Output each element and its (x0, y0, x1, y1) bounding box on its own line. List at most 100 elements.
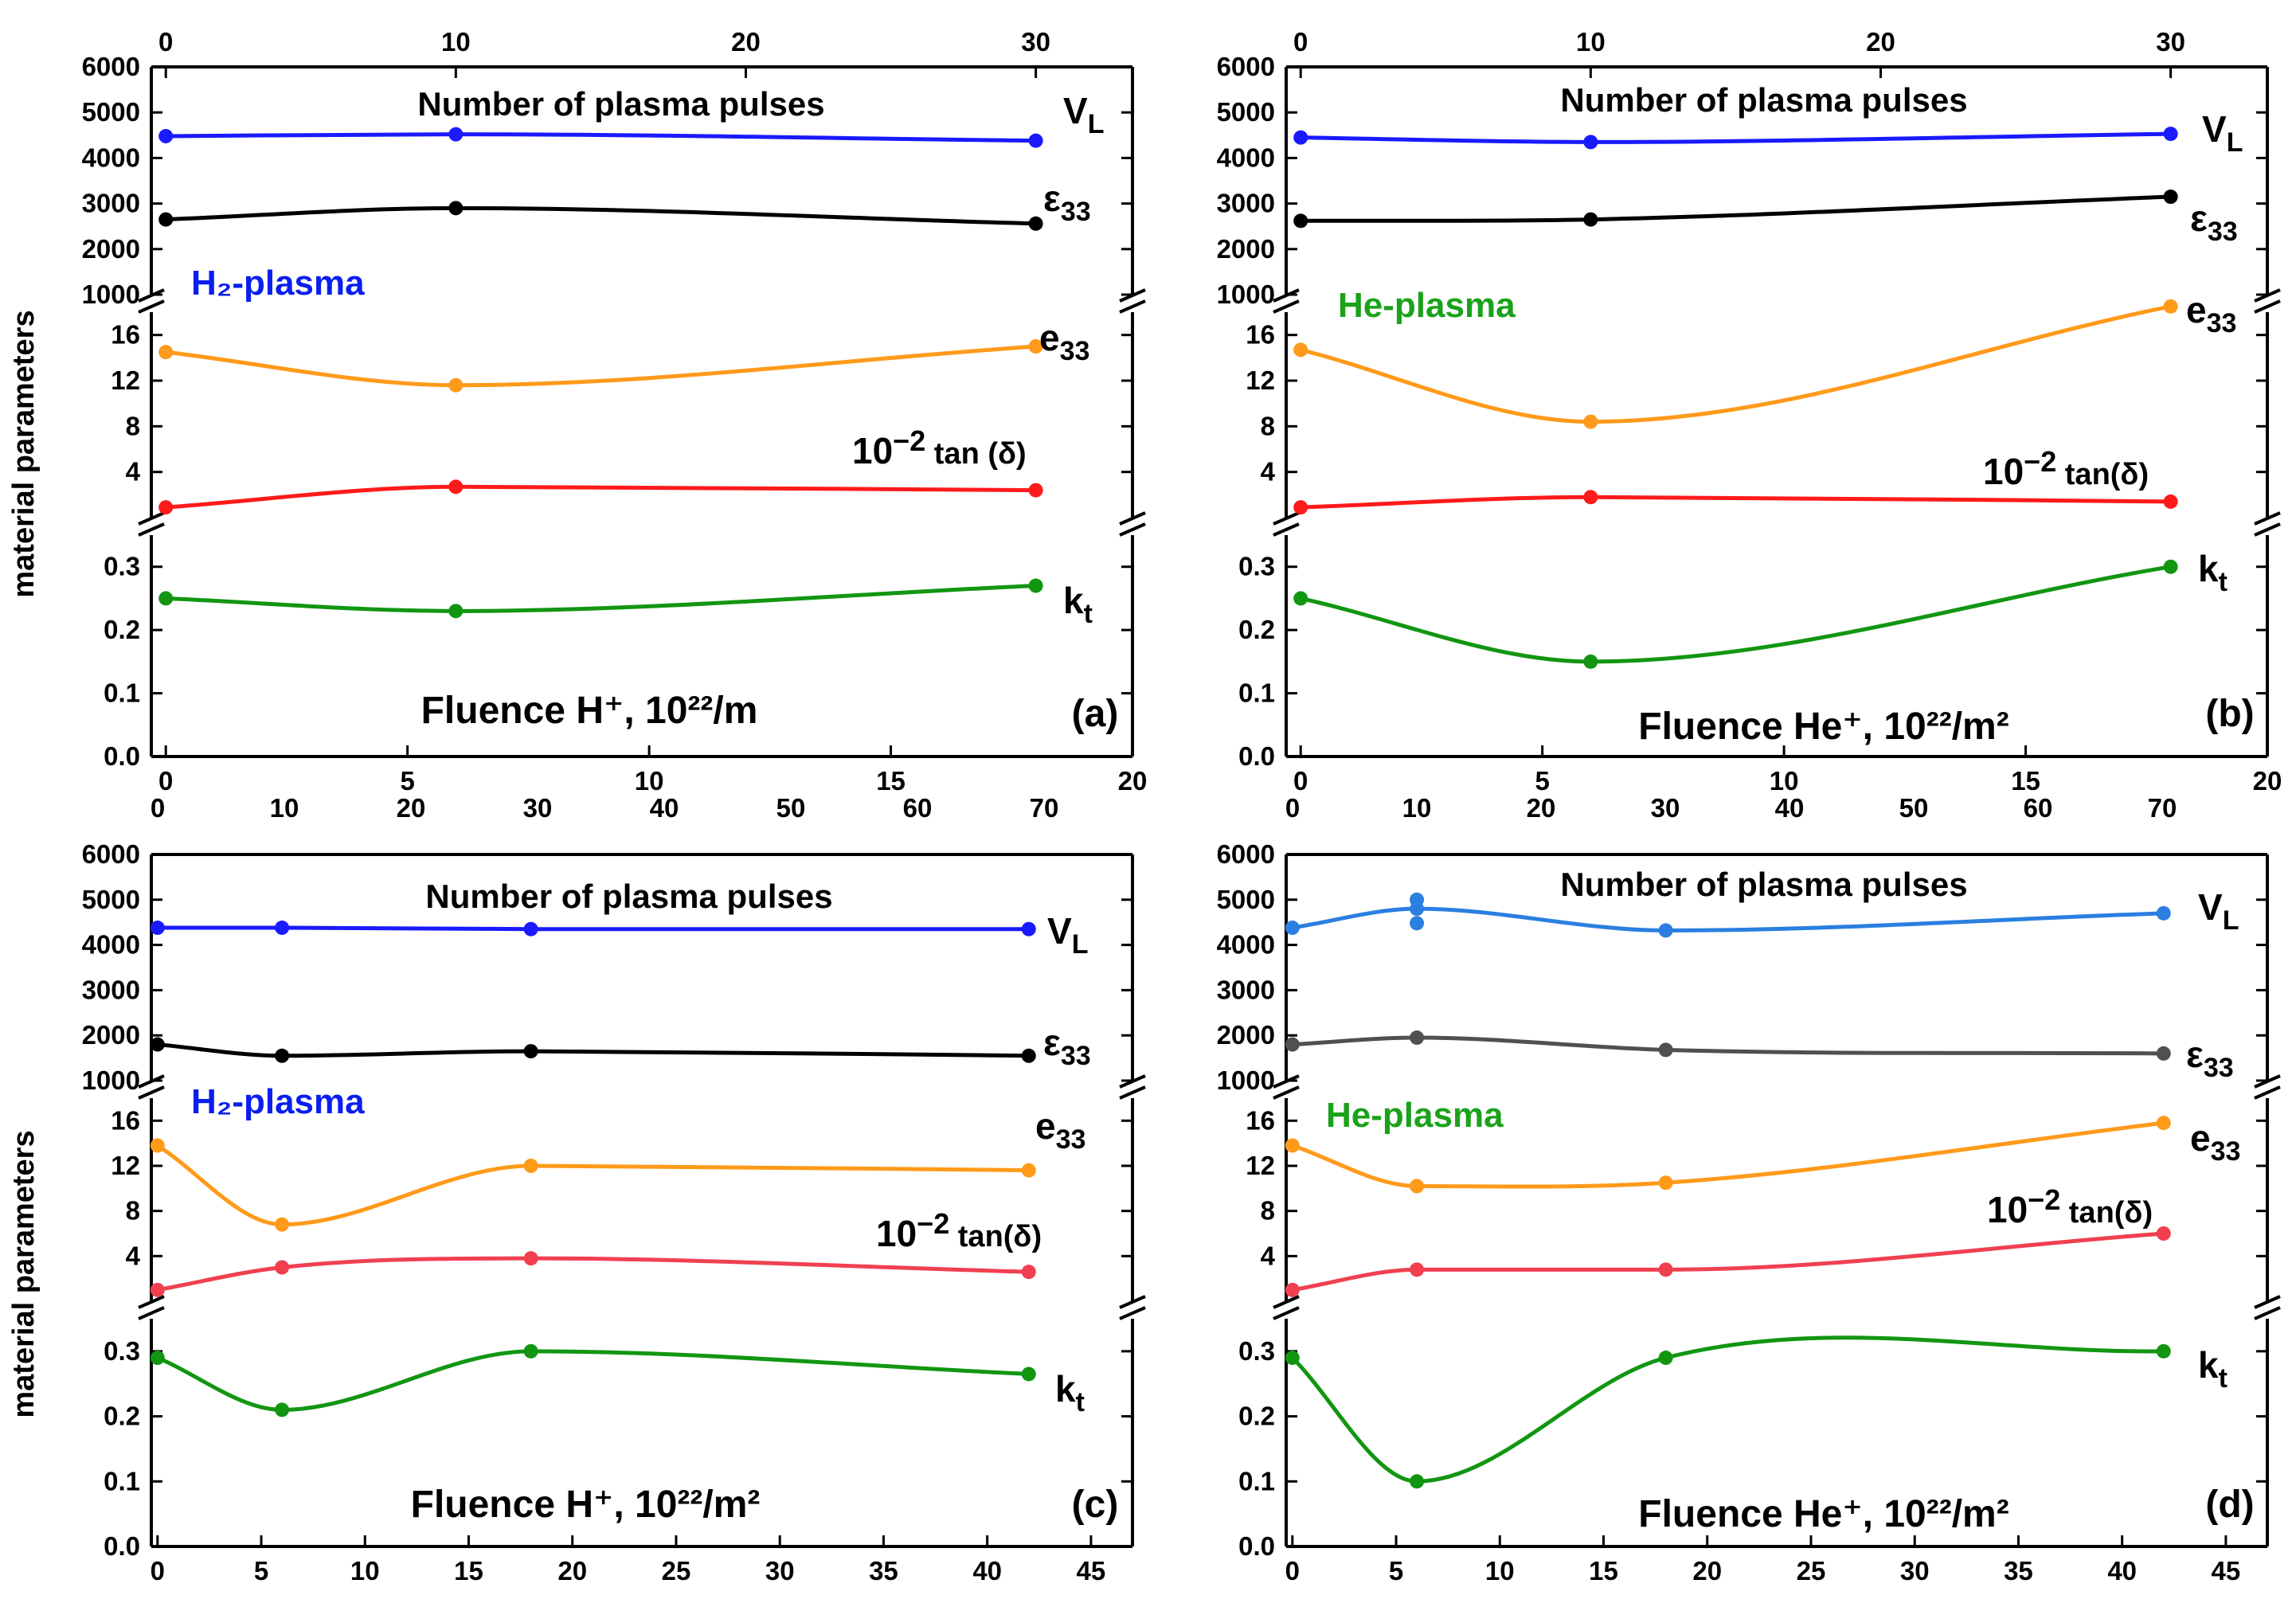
series-label-main: ε (2186, 1034, 2204, 1075)
series-label-main: 10 (852, 430, 893, 471)
x-tick-label: 5 (1535, 766, 1549, 796)
x-tick-label: 0 (151, 1556, 165, 1585)
series-label: ε33 (1043, 1022, 1091, 1071)
y-tick-label: 0.0 (104, 741, 140, 771)
y-tick-label: 16 (111, 320, 140, 350)
data-point (448, 479, 464, 495)
data-point (523, 1251, 538, 1266)
data-point (2163, 494, 2178, 509)
panel-letter: (b) (2205, 693, 2254, 735)
series-label-sup: −2 (2028, 1183, 2060, 1216)
top-axis-title: Number of plasma pulses (1560, 81, 1967, 119)
axis-break-mark (1273, 1306, 1300, 1320)
plasma-label: H₂-plasma (191, 1082, 365, 1121)
data-point (1658, 1351, 1673, 1366)
series-line-10⁻² tan(δ) (166, 484, 1036, 510)
data-point (1021, 1163, 1036, 1178)
data-point (2156, 1343, 2171, 1359)
series-label-main: k (1055, 1368, 1076, 1410)
data-point (275, 1402, 290, 1417)
pulse-tick-label: 70 (1030, 793, 1059, 823)
series-label: VL (2202, 108, 2243, 158)
axis-break-mark (2254, 1306, 2281, 1320)
data-point (1293, 591, 1308, 606)
series-label: ε33 (2186, 1034, 2234, 1083)
series-label-sub: t (2219, 1363, 2228, 1394)
bottom-axis-title: Fluence He⁺, 10²²/m² (1638, 706, 2009, 748)
axis-break-mark (1273, 522, 1300, 537)
series-label-sub: t (2219, 567, 2228, 597)
series-label-tail: tan (δ) (925, 437, 1026, 471)
y-tick-label: 4 (126, 1241, 141, 1270)
y-tick-label: 4 (1261, 1241, 1276, 1270)
y-axis-label-bottom: material parameters (7, 1130, 41, 1417)
data-point (158, 345, 174, 360)
data-point (1293, 130, 1308, 145)
series-label-main: ε (2190, 197, 2208, 239)
data-point (1293, 342, 1308, 358)
bottom-axis-title: Fluence H⁺, 10²²/m² (411, 1484, 761, 1526)
series-label-tail: tan(δ) (2060, 1196, 2153, 1230)
y-tick-label: 0.2 (104, 615, 140, 644)
y-tick-label: 16 (1246, 1105, 1275, 1135)
y-tick-label: 4 (1261, 457, 1276, 487)
series-label-main: V (2198, 886, 2223, 928)
panel-letter: (c) (1072, 1484, 1119, 1526)
y-tick-label: 0.3 (104, 552, 140, 581)
y-axis-label-top: material parameters (7, 310, 41, 597)
x-tick-label: 15 (2011, 766, 2040, 796)
y-tick-label: 4000 (82, 930, 140, 960)
series-line-ε33 (157, 1042, 1029, 1058)
y-tick-label: 16 (111, 1105, 140, 1135)
panel-c: 1000 2000 3000 4000 5000 6000 4 8 12 16 0.0 0.1 0.2 0… (82, 839, 1146, 1585)
data-point (275, 1217, 290, 1232)
series-label: 10−2 tan(δ) (1987, 1183, 2153, 1230)
axis-break-mark (1119, 511, 1146, 526)
data-point (1021, 1265, 1036, 1280)
series-label-main: e (1039, 317, 1060, 358)
data-point (2163, 127, 2178, 142)
pulse-tick-label: 40 (650, 793, 679, 823)
series-label: VL (1047, 910, 1088, 960)
series-line-ε33 (1301, 194, 2171, 223)
pulse-tick-label: 60 (903, 793, 933, 823)
series-label: VL (1063, 90, 1104, 139)
y-tick-label: 2000 (1217, 1020, 1275, 1050)
top-x-tick-label: 10 (1576, 27, 1606, 57)
series-label: kt (2198, 1344, 2228, 1394)
y-tick-label: 3000 (1217, 975, 1275, 1004)
data-point (1658, 923, 1673, 938)
y-tick-label: 1000 (1217, 280, 1275, 309)
y-tick-label: 1000 (1217, 1065, 1275, 1095)
series-label: e33 (1039, 317, 1089, 366)
axis-break-mark (2254, 1295, 2281, 1309)
y-axis-label-text: material parameters (7, 310, 41, 597)
axis-break-mark (138, 511, 165, 526)
data-point (158, 212, 174, 227)
y-tick-label: 12 (1246, 1151, 1275, 1180)
axis-break-mark (138, 1306, 165, 1320)
x-tick-label: 20 (2253, 766, 2282, 796)
x-tick-label: 35 (869, 1556, 898, 1585)
data-point (2156, 905, 2171, 921)
series-label-sub: 33 (2204, 1053, 2234, 1083)
data-point (150, 1282, 165, 1297)
data-point (2163, 299, 2178, 314)
series-label-tail: tan(δ) (2056, 458, 2149, 491)
pulse-tick-label: 10 (1402, 793, 1432, 823)
series-line-e33 (1300, 304, 2172, 424)
x-tick-label: 10 (1485, 1556, 1515, 1585)
series-label-sub: L (2227, 127, 2243, 158)
y-tick-label: 8 (1261, 411, 1275, 440)
y-tick-label: 4000 (1217, 143, 1275, 172)
x-tick-label: 0 (1285, 1556, 1300, 1585)
series-line-V_L (157, 925, 1029, 932)
x-tick-label: 0 (1293, 766, 1308, 796)
axis-break-mark (138, 522, 165, 537)
data-point (1285, 1282, 1300, 1297)
y-tick-label: 12 (111, 1151, 140, 1180)
x-tick-label: 15 (454, 1556, 483, 1585)
y-tick-label: 2000 (82, 234, 140, 264)
x-tick-label: 5 (400, 766, 414, 796)
x-tick-label: 45 (2212, 1556, 2241, 1585)
